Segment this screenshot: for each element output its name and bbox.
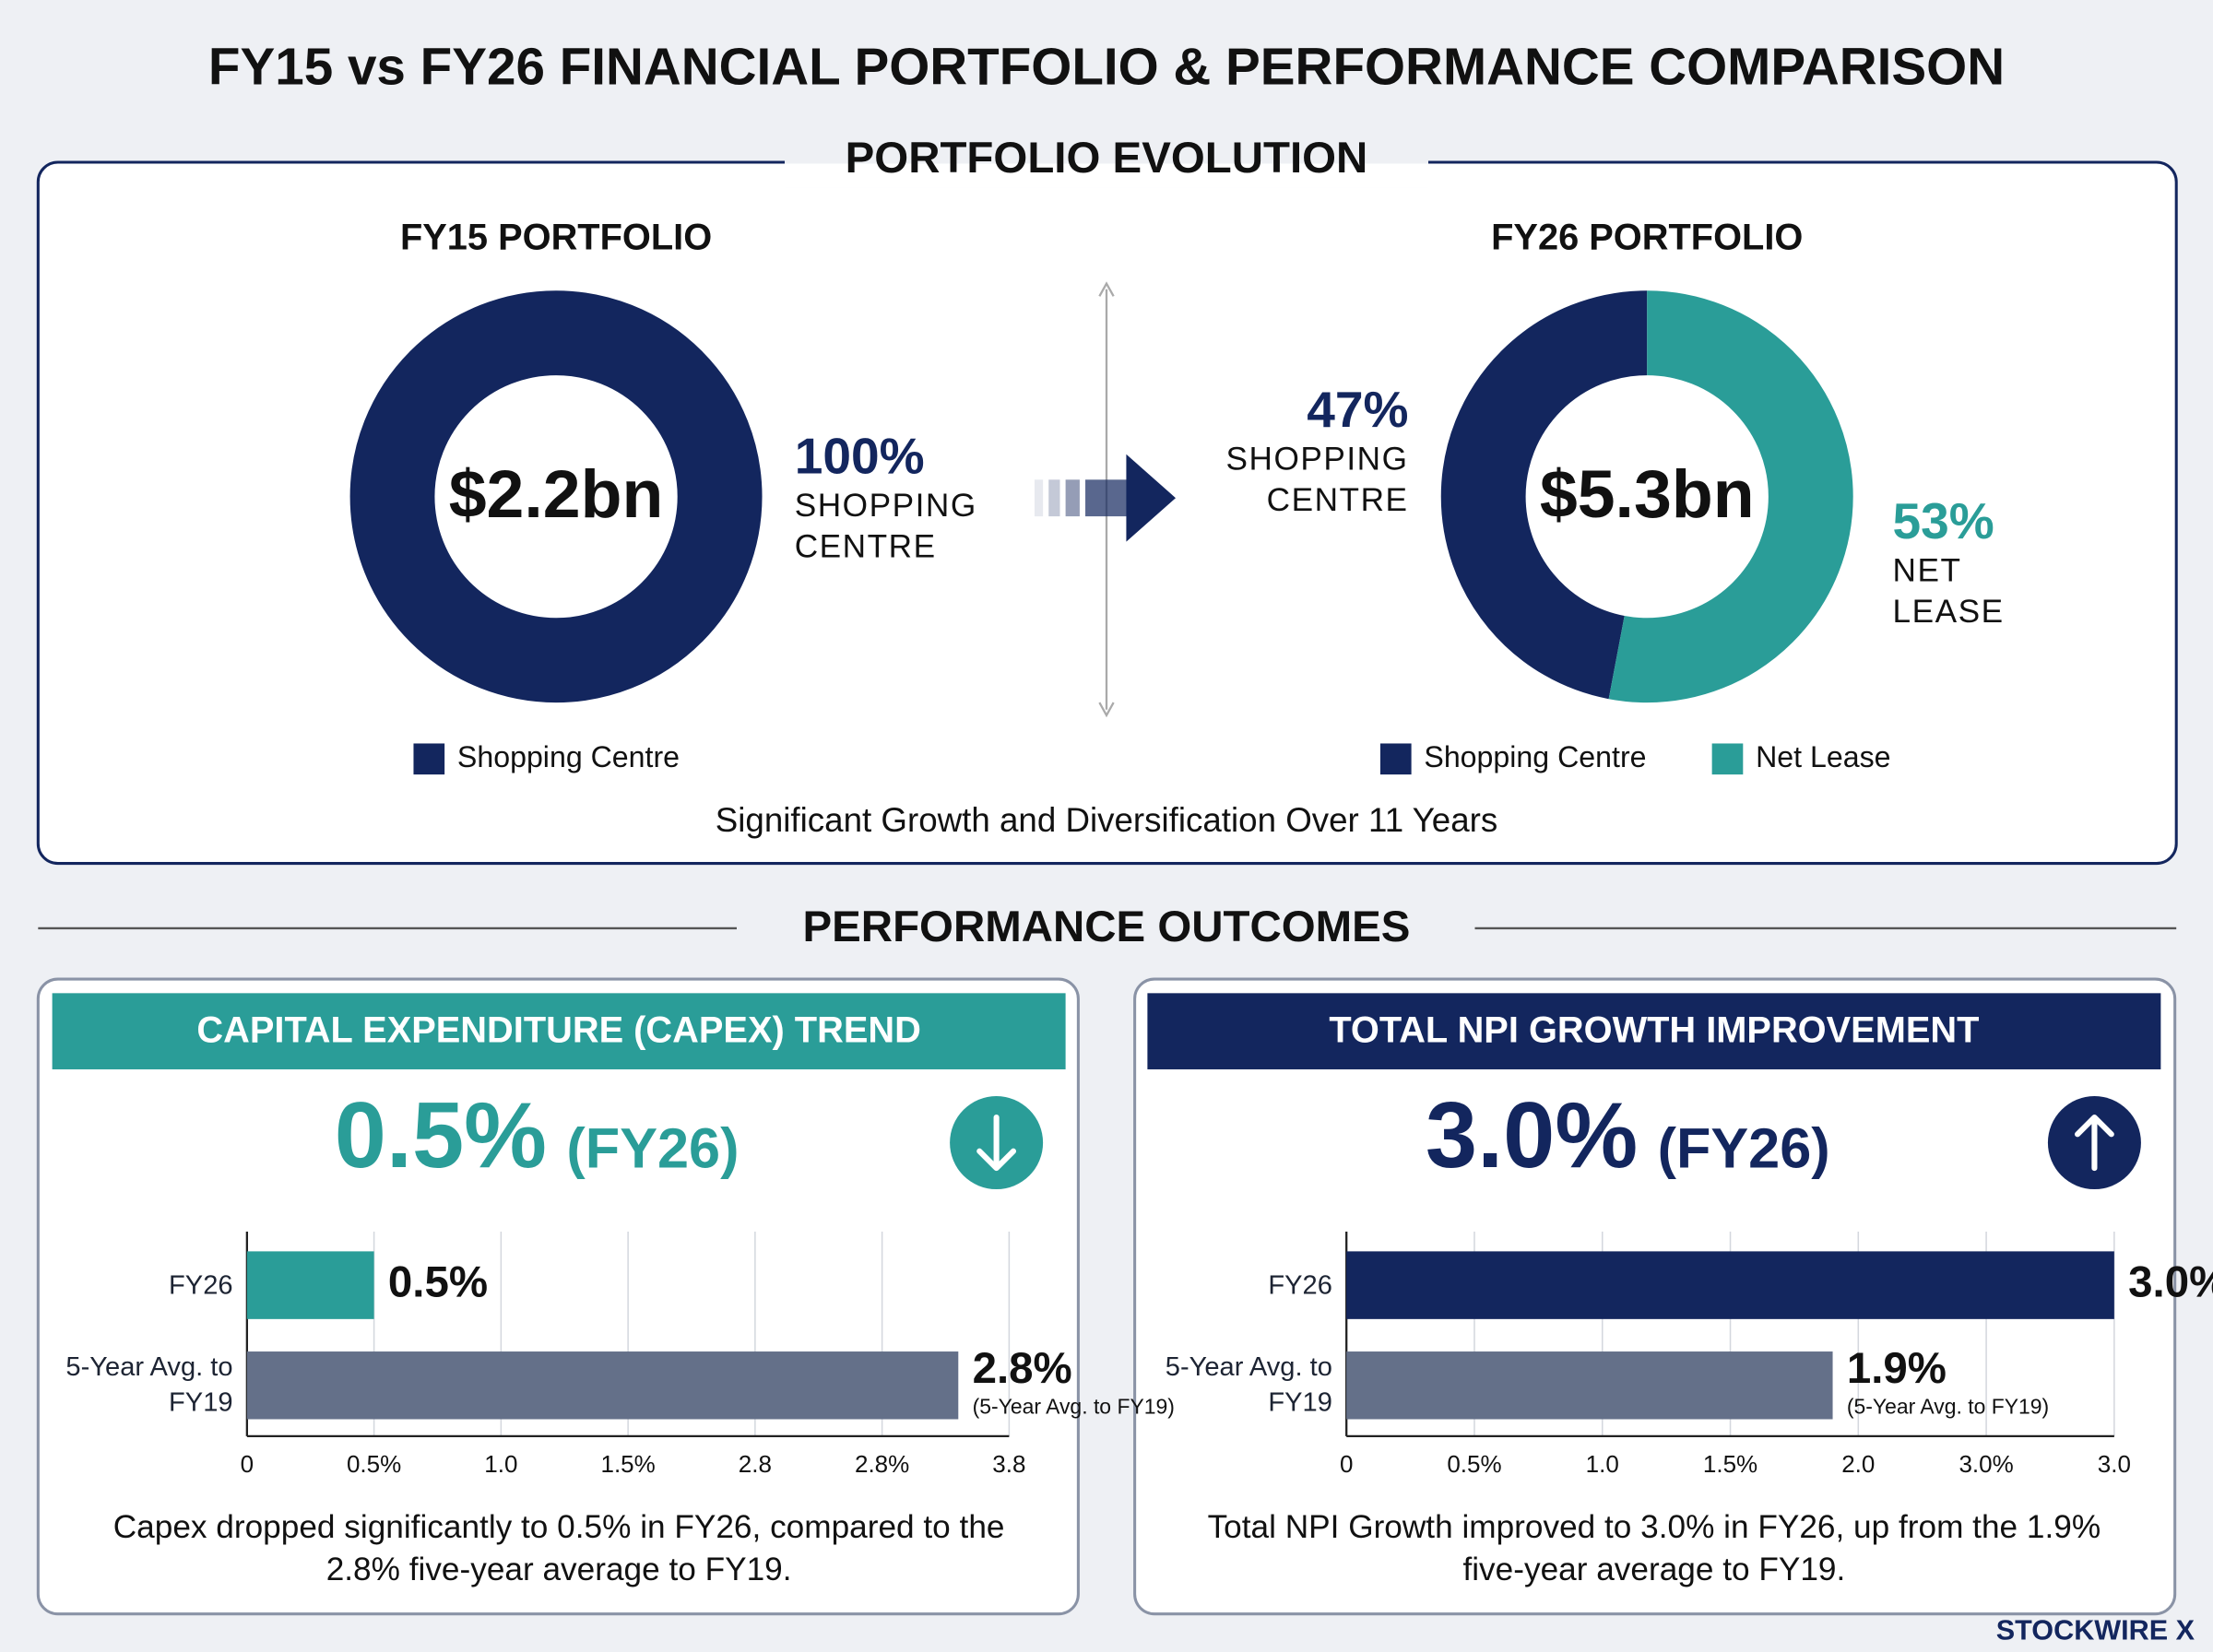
value-label: 0.5% [388,1258,488,1307]
legend-swatch [1379,743,1412,775]
legend-swatch [1711,743,1744,775]
panel-header [52,993,1066,1069]
section-heading: PORTFOLIO EVOLUTION [846,134,1368,183]
category-label-box: FY26 [1268,1270,1332,1301]
legend-label: Net Lease [1756,740,1890,773]
donut-title: FY26 PORTFOLIO [1491,218,1803,258]
category-label: FY26 [1268,1270,1332,1301]
headline: 0.5% [335,1084,547,1187]
x-tick-label: 3.0% [1959,1450,2013,1478]
slice-label: CENTRE [795,529,937,565]
panel-caption: Total NPI Growth improved to 3.0% in FY2… [1207,1507,2101,1587]
trend-arrow [976,1114,1017,1172]
panel-title: CAPITAL EXPENDITURE (CAPEX) TREND [196,1010,920,1051]
slice-value: 53% [1893,492,1994,549]
section-heading: PERFORMANCE OUTCOMES [803,903,1411,951]
portfolio-caption: Significant Growth and Diversification O… [716,801,1497,839]
x-tick-label: 0.5% [1447,1450,1501,1478]
x-tick-label: 0 [1340,1450,1353,1478]
legend-label: Shopping Centre [457,740,680,773]
legend-swatch [413,743,445,775]
headline-note: (FY26) [566,1116,739,1179]
bar [1346,1351,1833,1420]
category-label-box: FY26 [169,1270,233,1301]
slice-label: NET [1893,553,1962,589]
bar [246,1251,374,1319]
bar [246,1351,959,1420]
transition-arrow [1034,454,1176,542]
slice-value: 47% [1307,381,1408,438]
donut-slice [1440,290,1853,703]
slice-value: 100% [795,427,925,484]
category-label: 5-Year Avg. to FY19 [1165,1352,1332,1418]
heading-backdrop [785,163,1428,188]
donut-title: FY15 PORTFOLIO [400,218,712,258]
slice-label: LEASE [1893,594,2005,630]
legend-label: Shopping Centre [1424,740,1646,773]
page-title: FY15 vs FY26 FINANCIAL PORTFOLIO & PERFO… [208,37,2005,95]
x-tick-label: 0.5% [347,1450,401,1478]
panel [36,977,1080,1616]
x-tick-label: 3.8 [992,1450,1025,1478]
donut-center-label: $5.3bn [1540,455,1755,532]
value-label: 3.0% [2128,1258,2213,1307]
donut-center-label: $2.2bn [449,455,664,532]
x-tick-label: 3.0 [2098,1450,2131,1478]
category-label: FY26 [169,1270,233,1301]
x-tick-label: 0 [241,1450,254,1478]
trend-arrow [2074,1114,2114,1172]
x-tick-label: 1.0 [1586,1450,1619,1478]
panel-caption-box: Capex dropped significantly to 0.5% in F… [112,1507,1005,1587]
x-tick-label: 2.8 [739,1450,772,1478]
brand: STOCKWIRE X [1996,1615,2195,1646]
x-tick-label: 1.5% [1703,1450,1757,1478]
panel-caption-box: Total NPI Growth improved to 3.0% in FY2… [1207,1507,2101,1587]
category-label-box: 5-Year Avg. to FY19 [65,1352,233,1418]
slice-label: CENTRE [1267,482,1409,518]
slice-label: SHOPPING [795,488,977,524]
panel-header [1147,993,2161,1069]
bar [1346,1251,2114,1319]
slice-label: SHOPPING [1226,442,1409,478]
value-note: (5-Year Avg. to FY19) [973,1394,1175,1418]
x-tick-label: 2.8% [855,1450,909,1478]
panel-title: TOTAL NPI GROWTH IMPROVEMENT [1329,1010,1979,1051]
x-tick-label: 2.0 [1841,1450,1875,1478]
value-note: (5-Year Avg. to FY19) [1847,1394,2049,1418]
donut-slice [349,290,763,703]
panel-caption: Capex dropped significantly to 0.5% in F… [112,1507,1005,1587]
divider-heads [1098,281,1115,718]
category-label-box: 5-Year Avg. to FY19 [1165,1352,1332,1418]
x-tick-label: 1.5% [600,1450,655,1478]
x-tick-label: 1.0 [484,1450,517,1478]
value-label: 2.8% [973,1344,1072,1393]
value-label: 1.9% [1847,1344,1947,1393]
headline-note: (FY26) [1658,1116,1830,1179]
headline: 3.0% [1426,1084,1638,1187]
category-label: 5-Year Avg. to FY19 [65,1352,233,1418]
